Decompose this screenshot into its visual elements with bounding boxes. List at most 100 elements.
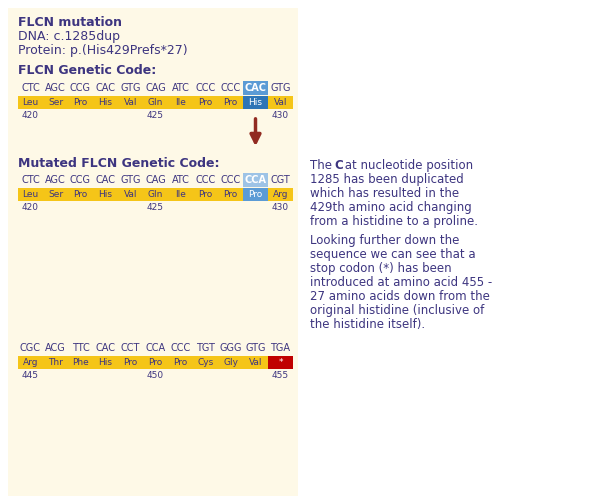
Text: FLCN mutation: FLCN mutation	[18, 16, 122, 29]
Text: CAC: CAC	[96, 343, 116, 353]
Text: CGC: CGC	[20, 343, 41, 353]
Text: CTC: CTC	[21, 83, 40, 93]
Text: Pro: Pro	[223, 190, 238, 199]
Text: Arg: Arg	[273, 190, 288, 199]
Text: the histidine itself).: the histidine itself).	[310, 318, 425, 331]
Text: Pro: Pro	[148, 358, 163, 367]
Text: TGT: TGT	[196, 343, 215, 353]
Text: 1285 has been duplicated: 1285 has been duplicated	[310, 173, 464, 186]
Text: *: *	[278, 358, 283, 367]
Text: CCC: CCC	[220, 175, 241, 185]
FancyBboxPatch shape	[8, 8, 298, 496]
Text: Leu: Leu	[22, 190, 39, 199]
Text: Phe: Phe	[72, 358, 89, 367]
Text: ATC: ATC	[172, 175, 190, 185]
Text: TTC: TTC	[72, 343, 89, 353]
Text: 425: 425	[147, 203, 164, 212]
Text: Thr: Thr	[48, 358, 63, 367]
Text: which has resulted in the: which has resulted in the	[310, 187, 459, 200]
Text: 420: 420	[22, 111, 39, 120]
Text: Val: Val	[274, 98, 287, 107]
Text: CAG: CAG	[145, 175, 166, 185]
Text: 430: 430	[272, 203, 289, 212]
Text: from a histidine to a proline.: from a histidine to a proline.	[310, 215, 478, 228]
Text: Cys: Cys	[197, 358, 214, 367]
Text: CTC: CTC	[21, 175, 40, 185]
Text: CCG: CCG	[70, 83, 91, 93]
Text: Val: Val	[124, 98, 137, 107]
Text: CAC: CAC	[96, 83, 116, 93]
Text: His: His	[99, 358, 113, 367]
Text: 420: 420	[22, 203, 39, 212]
Text: His: His	[99, 190, 113, 199]
Text: Gln: Gln	[148, 190, 163, 199]
Text: Ile: Ile	[175, 98, 186, 107]
Bar	[18, 356, 293, 369]
Text: original histidine (inclusive of: original histidine (inclusive of	[310, 304, 484, 317]
Text: Looking further down the: Looking further down the	[310, 234, 459, 247]
Text: CGT: CGT	[271, 175, 290, 185]
Text: CCC: CCC	[170, 343, 191, 353]
Text: Ser: Ser	[48, 98, 63, 107]
Text: 445: 445	[22, 371, 39, 380]
Bar	[243, 96, 268, 109]
Text: Val: Val	[124, 190, 137, 199]
Bar	[18, 188, 293, 201]
Text: 27 amino acids down from the: 27 amino acids down from the	[310, 290, 490, 303]
Text: GTG: GTG	[120, 83, 141, 93]
Bar	[243, 81, 268, 95]
Text: Gln: Gln	[148, 98, 163, 107]
Bar	[268, 356, 293, 369]
Text: TGA: TGA	[270, 343, 291, 353]
Text: Pro: Pro	[73, 98, 88, 107]
Text: Ser: Ser	[48, 190, 63, 199]
Text: Pro: Pro	[73, 190, 88, 199]
Text: CCC: CCC	[196, 83, 216, 93]
Text: introduced at amino acid 455 -: introduced at amino acid 455 -	[310, 276, 492, 289]
Text: CCA: CCA	[146, 343, 166, 353]
Text: Gly: Gly	[223, 358, 238, 367]
Text: GGG: GGG	[219, 343, 242, 353]
Text: ATC: ATC	[172, 83, 190, 93]
Text: CCT: CCT	[121, 343, 140, 353]
Text: GTG: GTG	[270, 83, 291, 93]
Text: at nucleotide position: at nucleotide position	[341, 159, 473, 172]
Text: AGC: AGC	[45, 83, 66, 93]
Text: 430: 430	[272, 111, 289, 120]
Text: 455: 455	[272, 371, 289, 380]
Text: 429th amino acid changing: 429th amino acid changing	[310, 201, 472, 214]
Text: CAC: CAC	[244, 83, 267, 93]
Text: CCG: CCG	[70, 175, 91, 185]
Text: 450: 450	[147, 371, 164, 380]
Text: Protein: p.(His429Prefs*27): Protein: p.(His429Prefs*27)	[18, 44, 188, 57]
Text: sequence we can see that a: sequence we can see that a	[310, 248, 476, 261]
Text: Mutated FLCN Genetic Code:: Mutated FLCN Genetic Code:	[18, 157, 220, 170]
Text: His: His	[99, 98, 113, 107]
Bar	[243, 188, 268, 201]
Text: Arg: Arg	[23, 358, 39, 367]
Text: Leu: Leu	[22, 98, 39, 107]
Text: CAG: CAG	[145, 83, 166, 93]
Text: Pro: Pro	[123, 358, 138, 367]
Text: 425: 425	[147, 111, 164, 120]
Text: DNA: c.1285dup: DNA: c.1285dup	[18, 30, 120, 43]
Text: Pro: Pro	[249, 190, 262, 199]
Text: CCC: CCC	[196, 175, 216, 185]
Text: ACG: ACG	[45, 343, 66, 353]
Text: CCC: CCC	[220, 83, 241, 93]
Text: GTG: GTG	[120, 175, 141, 185]
Text: The: The	[310, 159, 340, 172]
Text: stop codon (*) has been: stop codon (*) has been	[310, 262, 452, 275]
Text: CAC: CAC	[96, 175, 116, 185]
Text: Pro: Pro	[199, 98, 213, 107]
Text: Ile: Ile	[175, 190, 186, 199]
Bar	[18, 96, 293, 109]
Text: C: C	[334, 159, 343, 172]
Text: His: His	[249, 98, 262, 107]
Text: Pro: Pro	[199, 190, 213, 199]
Bar	[243, 173, 268, 187]
Text: GTG: GTG	[245, 343, 265, 353]
Text: Pro: Pro	[173, 358, 188, 367]
Text: Val: Val	[249, 358, 262, 367]
Text: Pro: Pro	[223, 98, 238, 107]
